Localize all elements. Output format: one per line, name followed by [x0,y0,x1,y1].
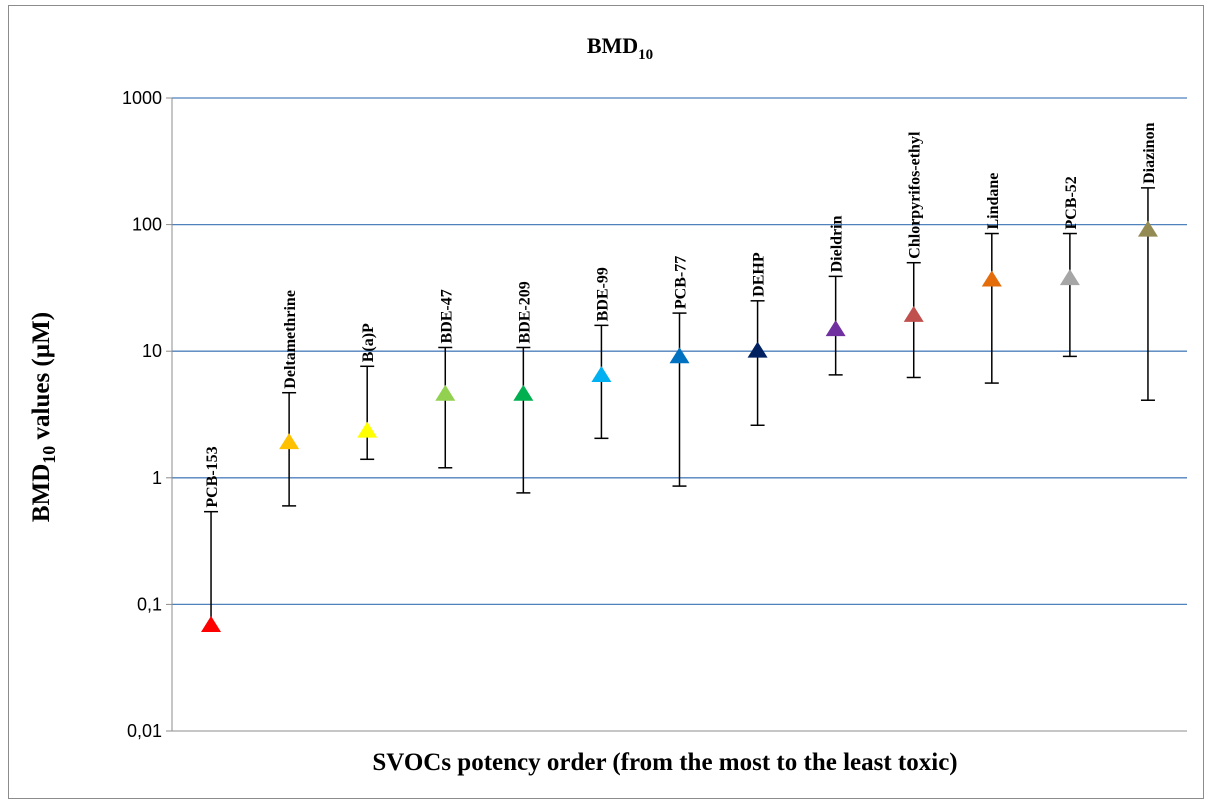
marker-bde-209 [513,384,534,401]
y-tick-label: 0,01 [127,721,162,741]
data-markers [201,220,1158,633]
y-tick-label: 100 [132,215,162,235]
y-tick-label: 10 [142,341,162,361]
marker-pcb-77 [669,347,690,364]
category-labels: PCB-153 Deltamethrine B(a)P BDE-47 BDE-209 BD… [204,122,1158,507]
marker-bde-99 [591,366,612,383]
category-label: PCB-153 [204,446,221,507]
y-tick-label: 1 [152,468,162,488]
marker-diazinon [1137,220,1158,237]
error-bars [204,187,1155,625]
category-label: BDE-209 [516,281,533,343]
y-tick-label: 0,1 [137,594,162,614]
marker-dieldrin [825,320,846,337]
marker-deltamethrine [279,433,300,450]
category-label: PCB-77 [673,256,690,309]
category-label: BDE-47 [438,289,455,343]
marker-dehp [747,341,768,358]
category-label: B(a)P [360,323,377,362]
chart-title: BMD10 [587,33,653,63]
marker-chlorpyrifos-ethyl [903,305,924,322]
category-label: PCB-52 [1063,176,1080,229]
x-axis-title: SVOCs potency order (from the most to th… [372,749,957,776]
category-label: DEHP [751,252,768,297]
category-label: Deltamethrine [282,290,299,389]
marker-pcb-52 [1059,269,1080,286]
grid-layer [166,97,1187,732]
marker-pcb-153 [201,616,222,633]
y-tick-labels: 0,01 0,1 1 10 100 1000 [122,88,162,741]
marker-bde-47 [435,384,456,401]
category-label: Chlorpyrifos-ethyl [907,131,924,259]
marker-b-a-p [357,421,378,438]
y-tick-label: 1000 [122,88,162,108]
marker-lindane [981,270,1002,287]
category-label: Lindane [985,173,1002,230]
category-label: BDE-99 [594,267,611,321]
category-label: Diazinon [1141,122,1158,183]
axis-layer [171,98,1187,732]
chart-frame [8,5,1204,799]
y-axis-title: BMD10 values (µM) [28,312,59,522]
category-label: Dieldrin [829,215,846,272]
